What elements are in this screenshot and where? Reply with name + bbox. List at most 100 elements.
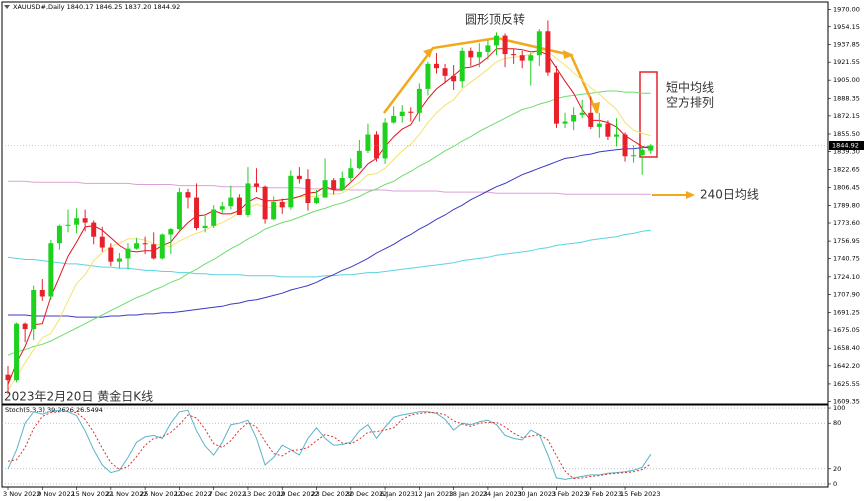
candle-body — [279, 201, 285, 208]
annotation: 圆形顶反转 — [465, 12, 525, 27]
line-series — [8, 146, 651, 318]
trend-arrow — [383, 36, 599, 114]
candle-body — [56, 225, 62, 244]
line-series — [7, 90, 651, 356]
line-series — [7, 48, 651, 385]
candle-body — [236, 197, 242, 215]
menu-icon — [4, 5, 10, 9]
x-tick-label: 7 Dec 2022 — [209, 490, 246, 498]
y-tick-label: 20 — [833, 465, 841, 473]
x-tick-label: 9 Feb 2023 — [586, 490, 622, 498]
x-tick-label: 21 Nov 2022 — [106, 490, 148, 498]
candle-body — [459, 50, 465, 82]
candle-body — [202, 225, 208, 228]
x-tick-label: 30 Jan 2023 — [517, 490, 556, 498]
x-tick-label: 15 Feb 2023 — [620, 490, 660, 498]
candle-body — [639, 149, 645, 156]
candle-body — [528, 55, 534, 61]
x-tick-label: 18 Jan 2023 — [449, 490, 488, 498]
y-tick-label: 80 — [833, 419, 841, 427]
candle-body — [605, 123, 611, 137]
arrow-head — [591, 102, 600, 114]
candle-body — [108, 247, 114, 262]
candle-body — [485, 45, 491, 52]
y-tick-label: 1905.00 — [833, 76, 860, 84]
x-tick-label: 9 Nov 2022 — [37, 490, 75, 498]
y-tick-label: 1954.15 — [833, 23, 860, 31]
candle-body — [159, 234, 165, 259]
arrow-head — [563, 50, 574, 59]
y-tick-label: 1806.45 — [833, 183, 860, 191]
chart-title: XAUUSD#,Daily 1840.17 1846.25 1837.20 18… — [13, 3, 180, 11]
x-tick-label: 15 Nov 2022 — [72, 490, 114, 498]
candle-body — [553, 72, 559, 124]
candle-body — [134, 243, 140, 249]
candle-body — [31, 289, 37, 330]
candle-body — [596, 123, 602, 127]
y-tick-label: 1855.50 — [833, 130, 860, 138]
candle-body — [416, 88, 422, 113]
candle-body — [382, 122, 388, 159]
y-tick-label: 1822.65 — [833, 166, 860, 174]
x-tick-label: 3 Feb 2023 — [551, 490, 587, 498]
candle-body — [5, 374, 11, 381]
annotation: 2023年2月20日 黄金日K线 — [4, 389, 153, 404]
x-tick-label: 12 Jan 2023 — [414, 490, 453, 498]
candle-body — [588, 112, 594, 127]
candle-body — [194, 197, 200, 228]
candle-body — [571, 114, 577, 122]
candle-body — [562, 121, 568, 124]
x-tick-label: 23 Dec 2022 — [312, 490, 354, 498]
candle-body — [211, 209, 217, 226]
stoch-frame — [1, 404, 829, 488]
x-tick-label: 30 Dec 2022 — [346, 490, 388, 498]
line-series — [7, 410, 652, 480]
candle-body — [142, 243, 148, 245]
y-tick-label: 1625.55 — [833, 380, 860, 388]
candle-body — [442, 68, 448, 76]
x-tick-label: 24 Jan 2023 — [483, 490, 522, 498]
candle-body — [74, 218, 80, 225]
price-box — [829, 140, 864, 150]
candle-body — [322, 180, 328, 198]
y-tick-label: 100 — [833, 404, 845, 412]
annotation: 240日均线 — [700, 188, 759, 202]
main-frame — [1, 1, 829, 405]
annotation: 短中均线 — [666, 80, 714, 95]
y-tick-label: 1658.40 — [833, 344, 860, 352]
candle-body — [262, 186, 268, 220]
candle-body — [536, 31, 542, 56]
line-series — [7, 409, 652, 480]
candle-body — [22, 323, 28, 330]
candle-body — [374, 134, 380, 159]
candle-body — [245, 183, 251, 215]
x-tick-label: 25 Nov 2022 — [140, 490, 182, 498]
candle-body — [579, 112, 585, 115]
candle-body — [356, 150, 362, 169]
candle-body — [14, 323, 20, 381]
arrow-head — [423, 48, 433, 58]
y-tick-label: 1872.15 — [833, 112, 860, 120]
current-price: 1844.92 — [832, 141, 859, 149]
line-series — [7, 229, 651, 278]
candle-body — [391, 116, 397, 123]
y-tick-label: 1756.95 — [833, 237, 860, 245]
candle-body — [648, 145, 654, 151]
candle-body — [65, 224, 71, 226]
candle-body — [468, 50, 474, 58]
y-tick-label: 1970.00 — [833, 6, 860, 14]
y-tick-label: 1937.85 — [833, 40, 860, 48]
candle-body — [254, 183, 260, 187]
annotation: 空方排列 — [666, 95, 714, 110]
y-tick-label: 1609.35 — [833, 398, 860, 406]
candle-body — [502, 35, 508, 55]
candle-body — [271, 201, 277, 220]
candle-body — [519, 55, 525, 61]
y-tick-label: 1839.30 — [833, 148, 860, 156]
candle-body — [451, 75, 457, 82]
candle-body — [185, 192, 191, 198]
candle-body — [305, 179, 311, 203]
candle-body — [48, 243, 54, 297]
candle-body — [125, 248, 131, 259]
